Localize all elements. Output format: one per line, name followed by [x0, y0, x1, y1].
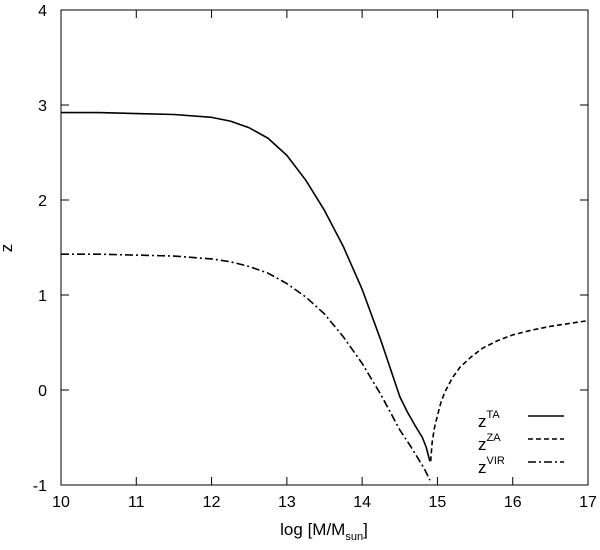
legend: zTA zZA zVIR — [478, 409, 564, 477]
y-axis-ticks: -1 0 1 2 3 4 — [33, 3, 588, 495]
x-tick-label: 11 — [128, 494, 145, 511]
x-axis-label-main: log [M/M — [280, 520, 345, 539]
legend-label-za: zZA — [478, 432, 501, 454]
y-tick-label: 1 — [38, 288, 47, 305]
x-tick-label: 14 — [353, 494, 371, 511]
x-axis-ticks: 10 11 12 13 14 15 16 17 — [52, 10, 597, 511]
legend-label-ta: zTA — [478, 409, 500, 431]
x-tick-label: 10 — [52, 494, 70, 511]
series-layer — [61, 111, 589, 481]
x-axis-label: log [M/Msun] — [280, 520, 368, 543]
series-line-za — [429, 319, 589, 462]
y-tick-label: 2 — [38, 193, 47, 210]
legend-label-ta-sup: TA — [487, 409, 501, 421]
legend-label-vir: zVIR — [478, 455, 505, 477]
x-tick-label: 15 — [429, 494, 447, 511]
x-tick-label: 17 — [579, 494, 597, 511]
y-tick-label: 0 — [38, 383, 47, 400]
plot-frame — [60, 9, 589, 486]
legend-label-za-sup: ZA — [487, 432, 502, 444]
y-tick-label: -1 — [33, 478, 47, 495]
series-line-vir — [61, 253, 431, 481]
legend-label-za-base: z — [478, 435, 487, 454]
y-axis-label: z — [0, 244, 16, 253]
x-axis-label-end: ] — [363, 520, 368, 539]
x-axis-label-sub: sun — [345, 531, 363, 543]
series-line-ta — [61, 111, 431, 462]
y-tick-label: 3 — [38, 98, 47, 115]
legend-label-vir-sup: VIR — [487, 455, 505, 467]
x-tick-label: 16 — [504, 494, 522, 511]
legend-label-vir-base: z — [478, 458, 487, 477]
x-tick-label: 13 — [278, 494, 296, 511]
x-tick-label: 12 — [203, 494, 221, 511]
legend-label-ta-base: z — [478, 412, 487, 431]
y-tick-label: 4 — [38, 3, 47, 20]
